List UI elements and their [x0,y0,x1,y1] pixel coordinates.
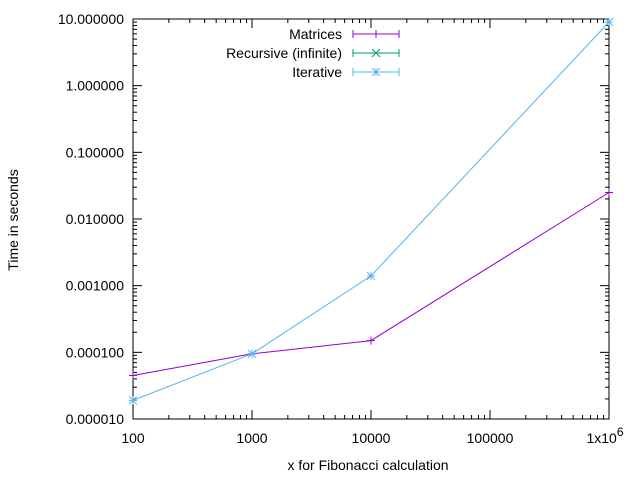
data-point-part [128,396,138,405]
legend-marker [372,30,380,38]
x-tick-label: 10000 [352,430,391,446]
legend-label: Recursive (infinite) [226,45,342,61]
y-tick-label: 0.001000 [66,278,125,294]
data-point [247,349,257,359]
legend-label: Matrices [289,26,342,42]
x-axis-label: x for Fibonacci calculation [287,457,448,473]
data-point [604,17,614,27]
x-tick-label: 1x106 [586,425,623,446]
x-tick-label: 100 [121,430,145,446]
data-point [128,396,138,405]
x-tick-label: 100000 [467,430,514,446]
data-point [129,371,137,380]
data-point [605,188,613,197]
axis-ticks: 0.000010 0.000100 0.001000 0.010000 0.100000… [58,11,624,446]
y-tick-label: 0.000010 [66,411,125,427]
series-line [132,192,610,376]
series-group [128,17,614,405]
legend: Matrices Recursive (infinite) Iterative [226,26,400,80]
plot-frame [132,18,610,420]
y-tick-label: 0.010000 [66,211,125,227]
legend-marker-part [371,48,381,58]
data-point [366,271,376,281]
y-tick-label: 0.000100 [66,344,125,360]
data-point-part [604,17,614,27]
legend-marker-part [371,67,381,77]
series-line [132,21,610,401]
series-2 [128,17,614,405]
x-tick-exponent: 6 [617,425,624,439]
data-point-part [366,271,376,281]
y-axis-label: Time in seconds [5,169,21,270]
series-0 [129,188,613,380]
legend-label: Iterative [292,64,342,80]
y-tick-label: 0.100000 [66,144,125,160]
data-point [367,336,375,345]
data-point-part [247,349,257,359]
legend-marker [371,48,381,58]
legend-marker [371,67,381,77]
y-tick-label: 10.000000 [58,11,124,27]
x-tick-label: 1000 [236,430,267,446]
y-tick-label: 1.000000 [66,78,125,94]
